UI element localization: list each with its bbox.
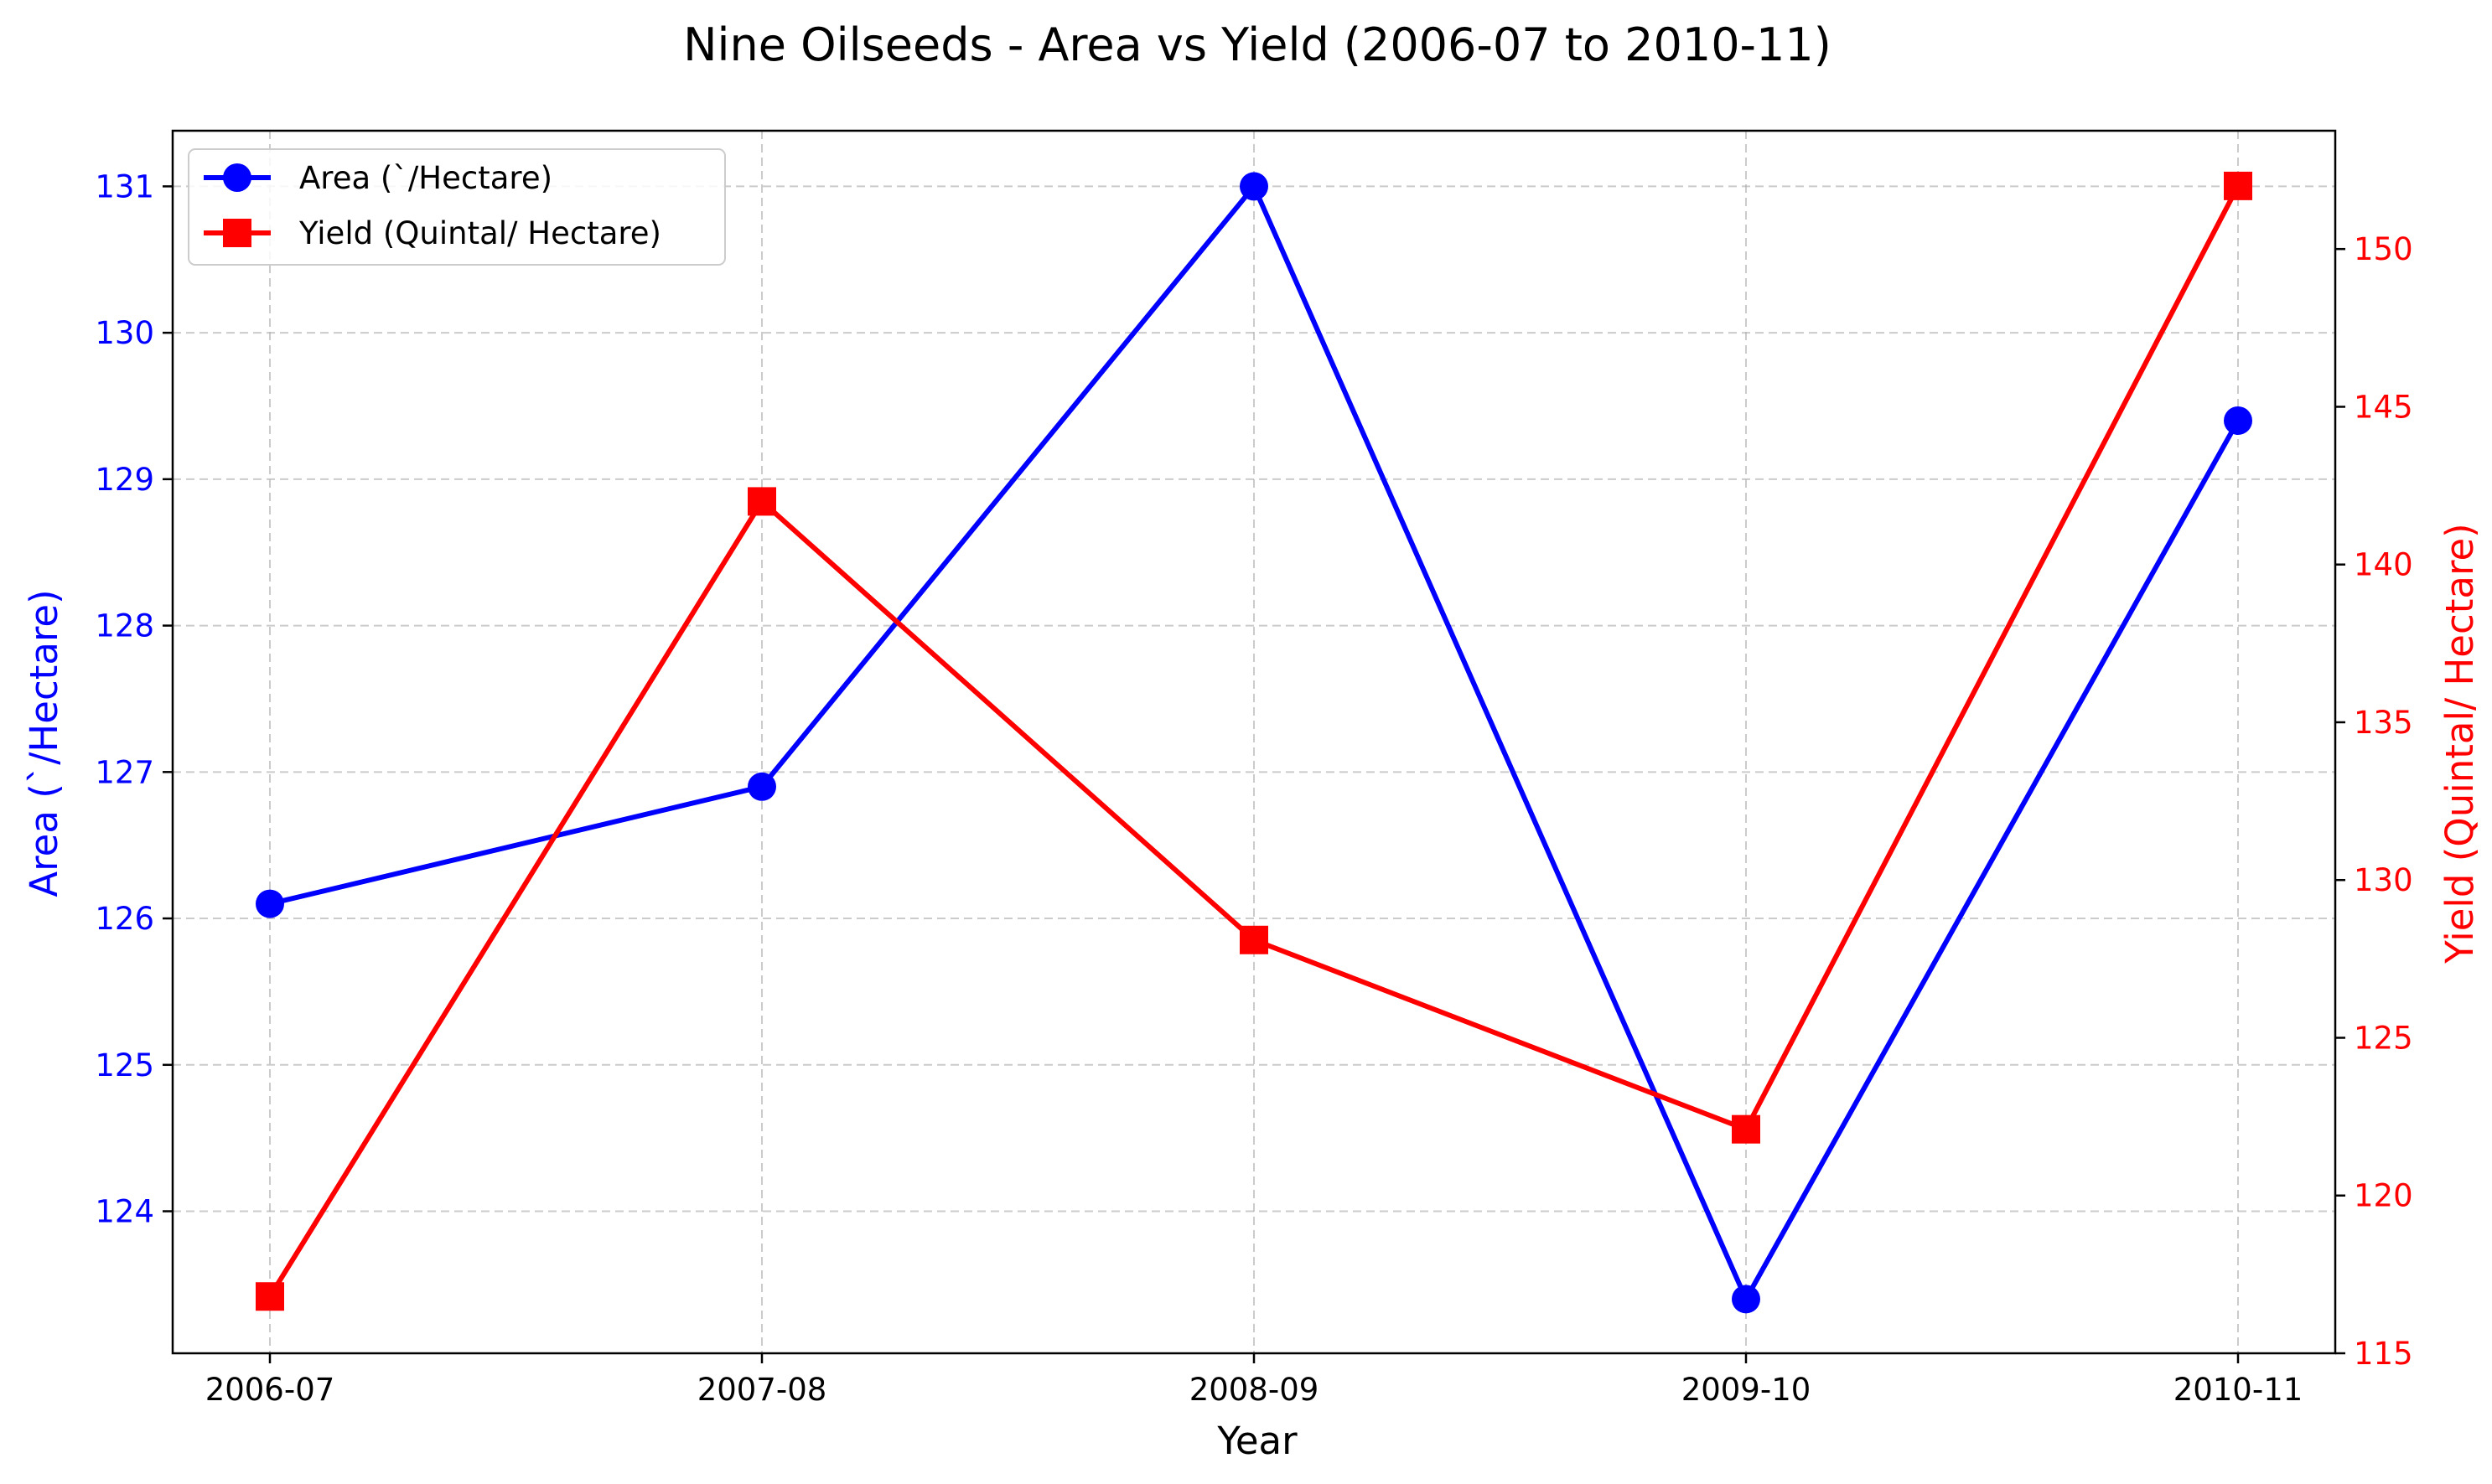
chart-title: Nine Oilseeds - Area vs Yield (2006-07 t… [683, 18, 1831, 71]
series-2-point [1240, 925, 1268, 954]
y-left-tick-label: 131 [95, 168, 154, 204]
series-2-point [2224, 171, 2252, 200]
y-left-tick-label: 127 [95, 754, 154, 790]
series-1-point [1732, 1285, 1760, 1314]
y-right-tick-label: 120 [2354, 1178, 2413, 1214]
x-axis-label: Year [1216, 1419, 1298, 1463]
y-right-tick-label: 130 [2354, 862, 2413, 898]
y-right-tick-label: 145 [2354, 389, 2413, 425]
series-layer [256, 171, 2252, 1314]
series-1-point [748, 772, 776, 801]
y-left-tick-label: 125 [95, 1047, 154, 1083]
y-left-tick-label: 129 [95, 462, 154, 498]
y-right-tick-label: 125 [2354, 1020, 2413, 1056]
x-tick-label: 2006-07 [205, 1372, 335, 1408]
series-1-point [2224, 406, 2252, 435]
x-tick-label: 2010-11 [2173, 1372, 2303, 1408]
series-1-point [1240, 172, 1268, 201]
series-1-point [256, 889, 284, 918]
legend-box [188, 148, 726, 266]
legend-series-2-marker [223, 219, 251, 247]
grid [173, 131, 2335, 1353]
y-right-tick-label: 140 [2354, 547, 2413, 583]
axes: 2006-07 2007-08 2008-09 2009-10 2010-11 124 12… [95, 129, 2413, 1408]
axis-labels: Year Area (`/Hectare) Yield (Quintal/ He… [22, 523, 2482, 1463]
x-tick-label: 2008-09 [1189, 1372, 1319, 1408]
y-right-tick-label: 115 [2354, 1336, 2413, 1372]
y-right-tick-label: 150 [2354, 231, 2413, 267]
y-axis-right-label: Yield (Quintal/ Hectare) [2438, 523, 2482, 964]
series-2-point [256, 1282, 284, 1311]
y-left-tick-label: 130 [95, 315, 154, 351]
y-left-tick-label: 124 [95, 1194, 154, 1230]
y-left-tick-label: 128 [95, 608, 154, 644]
y-right-tick-label: 135 [2354, 705, 2413, 741]
legend-series-2-label: Yield (Quintal/ Hectare) [298, 215, 661, 251]
y-left-tick-label: 126 [95, 901, 154, 937]
series-2-point [1732, 1114, 1760, 1144]
legend: Area (`/Hectare) Yield (Quintal/ Hectare) [188, 148, 726, 266]
series-2-point [748, 487, 776, 516]
x-tick-label: 2009-10 [1681, 1372, 1811, 1408]
y-axis-left-label: Area (`/Hectare) [22, 589, 66, 897]
x-tick-label: 2007-08 [697, 1372, 827, 1408]
legend-series-1-marker [223, 163, 251, 192]
legend-series-1-label: Area (`/Hectare) [299, 160, 552, 196]
